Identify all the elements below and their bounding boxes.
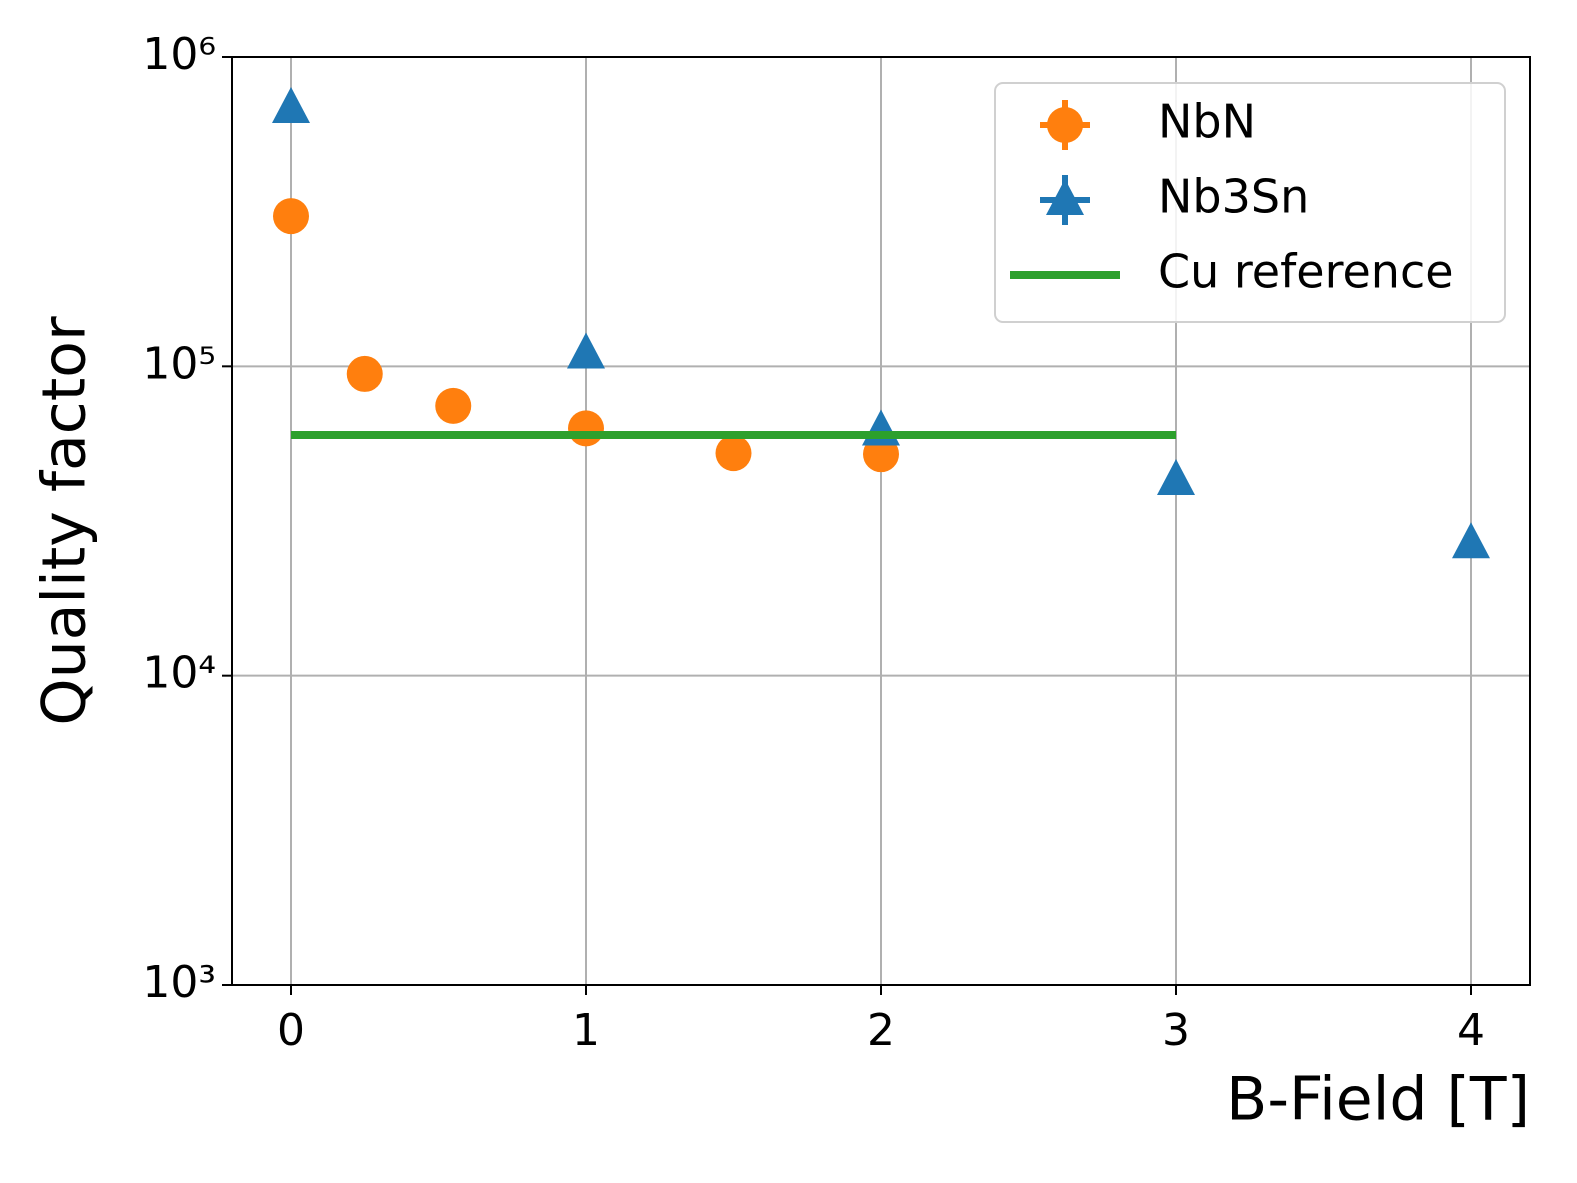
legend-swatch [1046, 179, 1084, 215]
legend-box [994, 82, 1506, 323]
point [715, 435, 752, 472]
y-axis-label: Quality factor [30, 316, 100, 726]
x-tick-label: 4 [1457, 1005, 1485, 1056]
x-tick-label: 2 [867, 1005, 895, 1056]
y-tick-label: 10⁵ [142, 338, 216, 389]
legend-label: Nb3Sn [1158, 170, 1309, 224]
x-tick-label: 1 [572, 1005, 600, 1056]
x-tick-label: 3 [1162, 1005, 1190, 1056]
point [1452, 522, 1490, 559]
y-tick-label: 10⁶ [142, 29, 216, 80]
x-tick-label: 0 [277, 1005, 305, 1056]
legend-swatch [1047, 107, 1083, 143]
legend-label: NbN [1158, 95, 1256, 149]
y-tick-label: 10⁴ [142, 648, 216, 699]
y-tick-label: 10³ [142, 957, 216, 1008]
point [346, 355, 383, 392]
point [568, 410, 604, 447]
legend-label: Cu reference [1158, 245, 1454, 299]
point [273, 198, 309, 235]
legend: NbN Nb3Sn Cu reference [994, 82, 1506, 323]
point [567, 332, 605, 369]
marks [272, 87, 1490, 559]
x-axis-label: B-Field [T] [1226, 1065, 1530, 1135]
point [1157, 459, 1195, 496]
point [272, 87, 310, 124]
point [435, 387, 472, 424]
